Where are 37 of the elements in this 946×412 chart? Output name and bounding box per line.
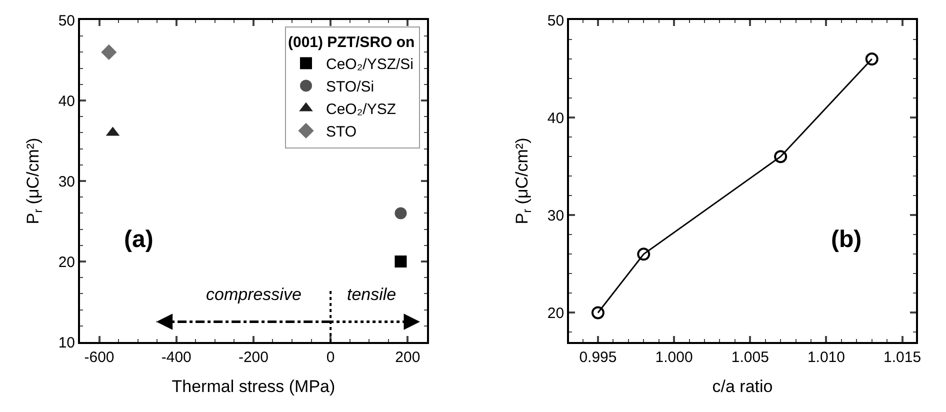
legend-label: STO <box>326 124 357 141</box>
point <box>394 207 407 220</box>
y-tick-label: 20 <box>58 254 75 271</box>
point <box>394 256 407 268</box>
point <box>774 150 788 164</box>
y-tick-label: 30 <box>58 173 75 190</box>
x-tick-label: 1.010 <box>807 349 845 366</box>
point <box>637 248 650 261</box>
y-tick-label: 50 <box>547 12 564 30</box>
x-tick-label: 1.000 <box>655 349 693 366</box>
x-tick-label: -600 <box>84 349 114 366</box>
annotation: (a) <box>124 226 154 253</box>
y-tick-label: 40 <box>58 92 75 110</box>
x-tick-label: 1.005 <box>731 349 769 366</box>
x-tick-label: -200 <box>238 349 268 366</box>
point <box>591 306 604 320</box>
y-tick-label: 50 <box>58 12 75 30</box>
y-tick-label: 20 <box>547 304 564 322</box>
x-tick-label: 0 <box>326 349 335 366</box>
legend-label: CeO₂/YSZ <box>326 101 396 118</box>
annotation: compressive <box>206 285 302 304</box>
y-tick-label: 40 <box>547 110 564 127</box>
y-tick-label: 30 <box>547 207 564 224</box>
legend-label: STO/Si <box>326 78 374 96</box>
x-tick-label: 1.015 <box>884 349 922 366</box>
x-axis-title: Thermal stress (MPa) <box>172 376 336 396</box>
point <box>101 44 117 60</box>
point <box>865 52 878 66</box>
x-tick-label: -400 <box>161 349 192 366</box>
y-tick-label: 10 <box>58 334 75 352</box>
legend-title: (001) PZT/SRO on <box>288 34 415 51</box>
x-tick-label: 0.995 <box>579 349 617 366</box>
annotation: tensile <box>347 285 396 304</box>
annotation: (b) <box>831 226 862 253</box>
legend-label: CeO₂/YSZ/Si <box>326 56 414 74</box>
x-tick-label: 200 <box>395 349 420 366</box>
x-axis-title: c/a ratio <box>712 376 773 396</box>
